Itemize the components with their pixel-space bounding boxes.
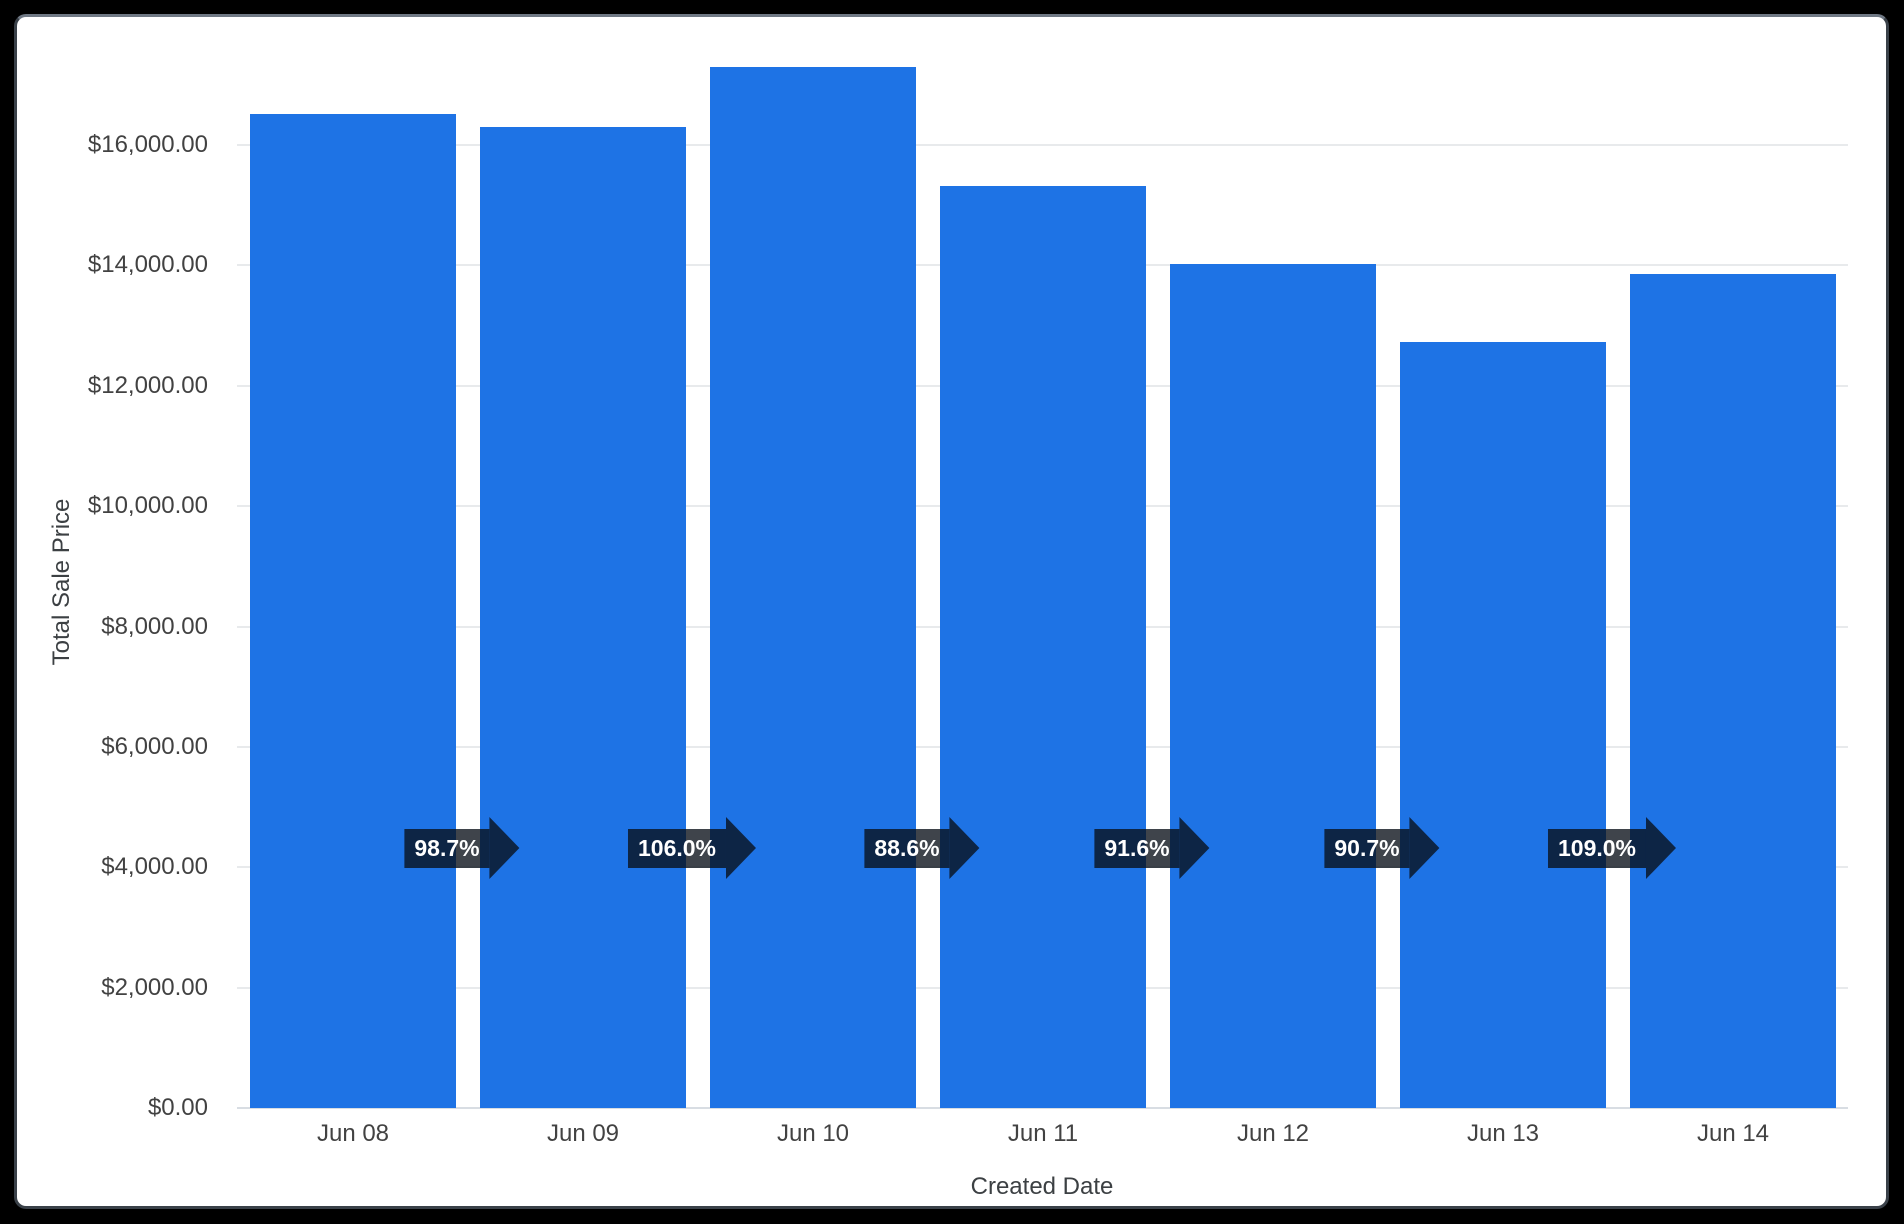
change-percent-label: 106.0% (627, 828, 727, 868)
x-tick-label: Jun 09 (546, 1120, 620, 1147)
y-tick-label: $16,000.00 (87, 131, 208, 158)
x-tick-label: Jun 11 (1007, 1120, 1079, 1147)
change-percent-label: 98.7% (404, 828, 490, 868)
x-tick-label: Jun 08 (316, 1120, 390, 1147)
y-tick-label: $10,000.00 (87, 492, 208, 520)
change-percent-label: 88.6% (864, 828, 950, 868)
arrow-right-icon (1646, 817, 1677, 879)
x-tick-label: Jun 13 (1466, 1120, 1540, 1147)
bar-jun-11[interactable] (940, 186, 1146, 1108)
change-percent-label: 90.7% (1324, 828, 1410, 868)
gridline (237, 144, 1848, 146)
change-arrow-badge: 90.7% (1324, 817, 1440, 879)
arrow-right-icon (1179, 817, 1210, 879)
change-percent-label: 109.0% (1547, 828, 1647, 868)
change-arrow-badge: 98.7% (404, 817, 520, 879)
bar-jun-14[interactable] (1630, 274, 1836, 1108)
x-tick-label: Jun 10 (776, 1120, 850, 1147)
y-tick-label: $6,000.00 (101, 732, 208, 760)
arrow-right-icon (949, 817, 980, 879)
x-tick-label: Jun 14 (1696, 1120, 1770, 1147)
y-tick-label: $0.00 (147, 1094, 208, 1121)
y-tick-label: $4,000.00 (101, 853, 208, 881)
y-tick-label: $14,000.00 (87, 251, 208, 279)
y-tick-label: $12,000.00 (87, 371, 208, 399)
x-axis-title: Created Date (970, 1173, 1114, 1200)
arrow-right-icon (1409, 817, 1440, 879)
y-tick-label: $2,000.00 (101, 973, 208, 1001)
change-arrow-badge: 109.0% (1547, 817, 1677, 879)
arrow-right-icon (726, 817, 757, 879)
change-arrow-badge: 106.0% (627, 817, 757, 879)
bar-jun-10[interactable] (710, 67, 916, 1108)
bar-jun-12[interactable] (1170, 264, 1376, 1108)
bar-jun-13[interactable] (1400, 342, 1606, 1108)
gridline (237, 1107, 1848, 1109)
change-arrow-badge: 88.6% (864, 817, 980, 879)
bar-jun-08[interactable] (250, 114, 456, 1108)
bar-jun-09[interactable] (480, 127, 686, 1108)
change-arrow-badge: 91.6% (1094, 817, 1210, 879)
change-percent-label: 91.6% (1094, 828, 1180, 868)
x-tick-label: Jun 12 (1236, 1120, 1310, 1147)
arrow-right-icon (489, 817, 520, 879)
y-tick-label: $8,000.00 (101, 612, 208, 640)
